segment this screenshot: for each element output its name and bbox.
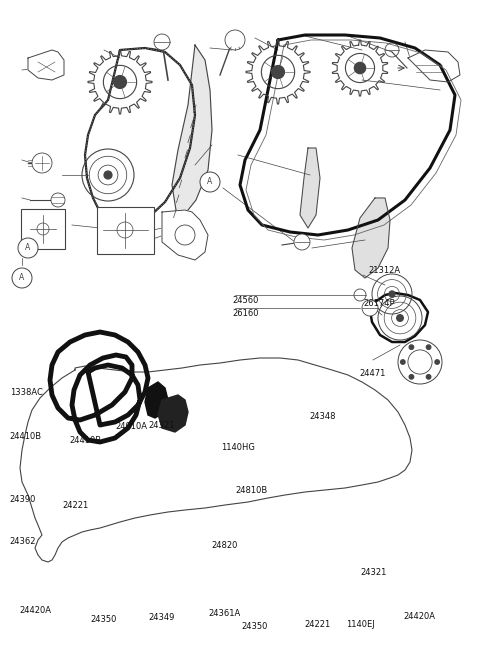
Text: 24362: 24362	[10, 537, 36, 546]
Polygon shape	[158, 395, 188, 432]
Text: 1140HG: 1140HG	[221, 443, 255, 452]
Text: A: A	[25, 243, 31, 253]
FancyBboxPatch shape	[97, 207, 154, 254]
Text: 24560: 24560	[233, 296, 259, 305]
Circle shape	[396, 315, 403, 321]
Text: 24350: 24350	[241, 622, 267, 631]
Polygon shape	[352, 198, 390, 278]
Circle shape	[401, 359, 405, 364]
Text: 24221: 24221	[305, 620, 331, 629]
Circle shape	[409, 345, 414, 350]
FancyBboxPatch shape	[21, 209, 65, 249]
Circle shape	[272, 66, 284, 79]
Circle shape	[114, 75, 126, 89]
Circle shape	[225, 30, 245, 50]
Text: A: A	[19, 274, 24, 283]
Polygon shape	[162, 210, 208, 260]
Text: 24348: 24348	[310, 412, 336, 421]
Text: 24221: 24221	[62, 501, 89, 510]
Circle shape	[409, 375, 414, 379]
Text: 1338AC: 1338AC	[10, 388, 42, 397]
Text: 24410B: 24410B	[70, 436, 102, 445]
Text: 24350: 24350	[90, 615, 116, 625]
Circle shape	[354, 62, 366, 73]
Text: 21312A: 21312A	[369, 266, 401, 275]
Text: 1140EJ: 1140EJ	[346, 620, 374, 629]
Text: 24349: 24349	[149, 613, 175, 623]
Text: 24410B: 24410B	[10, 432, 42, 441]
Polygon shape	[172, 45, 212, 215]
Text: 24390: 24390	[10, 495, 36, 504]
Text: 24321: 24321	[149, 420, 175, 430]
Text: 24471: 24471	[359, 369, 385, 379]
Circle shape	[362, 300, 378, 316]
Text: 24420A: 24420A	[19, 605, 51, 615]
Circle shape	[51, 193, 65, 207]
Circle shape	[200, 172, 220, 192]
Text: A: A	[207, 178, 213, 186]
Text: 24010A: 24010A	[115, 422, 147, 431]
Circle shape	[354, 289, 366, 301]
Circle shape	[18, 238, 38, 258]
Circle shape	[435, 359, 439, 364]
Text: 26160: 26160	[233, 309, 259, 318]
Circle shape	[154, 34, 170, 50]
Circle shape	[294, 234, 310, 250]
Text: 26174P: 26174P	[364, 298, 396, 308]
Polygon shape	[28, 50, 64, 80]
Text: 24420A: 24420A	[403, 612, 435, 621]
Circle shape	[389, 291, 395, 297]
Circle shape	[32, 153, 52, 173]
Polygon shape	[408, 50, 460, 82]
Polygon shape	[300, 148, 320, 228]
Text: 24820: 24820	[211, 541, 238, 550]
Text: 24810B: 24810B	[235, 486, 267, 495]
Circle shape	[426, 375, 431, 379]
Text: 24321: 24321	[360, 567, 386, 577]
Circle shape	[12, 268, 32, 288]
Text: 24361A: 24361A	[209, 609, 241, 618]
Circle shape	[426, 345, 431, 350]
Polygon shape	[145, 382, 168, 418]
Circle shape	[104, 171, 112, 179]
